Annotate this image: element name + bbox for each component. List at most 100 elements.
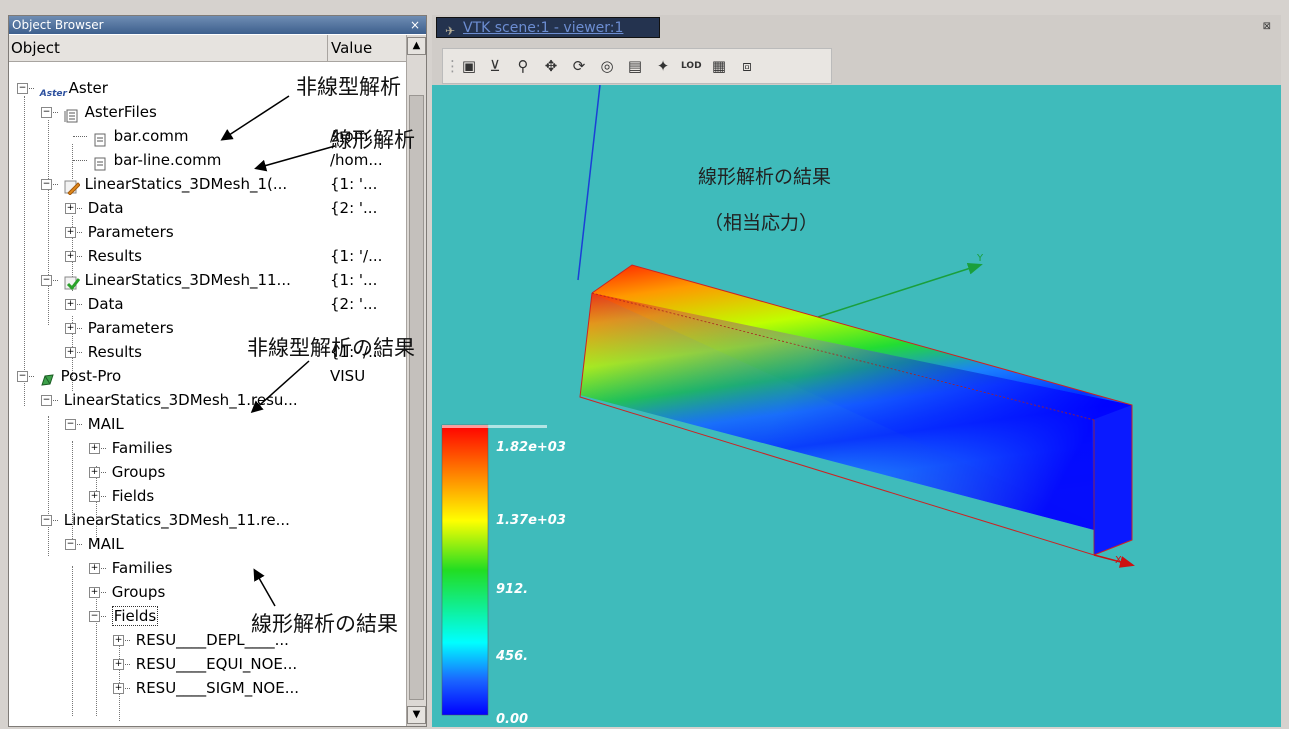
scalar-bar-title (442, 425, 547, 428)
graduated-axes-icon[interactable]: ▦ (711, 57, 727, 75)
fit-all-icon[interactable]: ▤ (627, 57, 643, 75)
object-browser-panel: Object Browser × Object Value − Aster As… (8, 15, 427, 727)
scrollbar-thumb[interactable] (409, 95, 424, 700)
global-pan-icon[interactable]: ◎ (600, 57, 614, 75)
column-header-value[interactable]: Value (331, 39, 373, 57)
tree-scrollbar[interactable]: ▲ ▼ (406, 35, 426, 726)
expand-icon[interactable]: + (89, 563, 100, 574)
maximize-icon[interactable]: ⊠ (1262, 21, 1271, 32)
column-separator[interactable] (327, 35, 328, 62)
tree-item-parameters[interactable]: + Parameters (65, 319, 174, 337)
collapse-icon[interactable]: − (17, 83, 28, 94)
vtk-viewer-panel: ✈ VTK scene:1 - viewer:1 ⊠ ⋮ ▣ ⊻ ⚲ ✥ ⟳ ◎… (432, 15, 1281, 727)
viewer-tab[interactable]: ✈ VTK scene:1 - viewer:1 (436, 17, 660, 38)
expand-icon[interactable]: + (89, 467, 100, 478)
tree-item-families[interactable]: + Families (89, 439, 173, 457)
collapse-icon[interactable]: − (65, 539, 76, 550)
collapse-icon[interactable]: − (65, 419, 76, 430)
expand-icon[interactable]: + (65, 203, 76, 214)
zoom-icon[interactable]: ⚲ (517, 57, 529, 75)
collapse-icon[interactable]: − (41, 395, 52, 406)
clipping-icon[interactable]: ⧈ (742, 57, 752, 75)
tree-item-mail[interactable]: − MAIL (65, 415, 124, 433)
trihedron-icon[interactable]: ⊻ (489, 57, 501, 75)
collapse-icon[interactable]: − (89, 611, 100, 622)
tree-item-results[interactable]: + Results (65, 343, 142, 361)
expand-icon[interactable]: + (113, 683, 124, 694)
tree-item-field-depl[interactable]: + RESU____DEPL____... (113, 631, 289, 649)
tree-item-fields[interactable]: + Fields (89, 487, 155, 505)
study-done-icon (64, 274, 80, 290)
tree-item-results[interactable]: + Results (65, 247, 142, 265)
expand-icon[interactable]: + (89, 443, 100, 454)
x-axis (1093, 554, 1135, 568)
tree-value: {1: '... (330, 175, 378, 193)
tree-value: VISU (330, 367, 366, 385)
collapse-icon[interactable]: − (41, 107, 52, 118)
toolbar-grip[interactable]: ⋮ (445, 57, 460, 75)
scalar-bar (441, 424, 489, 716)
beam-end-face (1092, 405, 1132, 555)
expand-icon[interactable]: + (89, 587, 100, 598)
tree-item-bar-comm[interactable]: bar.comm (73, 124, 188, 148)
tree-item-mail[interactable]: − MAIL (65, 535, 124, 553)
rotate-icon[interactable]: ⟳ (572, 57, 586, 75)
expand-icon[interactable]: + (65, 299, 76, 310)
expand-icon[interactable]: + (113, 659, 124, 670)
tree-item-asterfiles[interactable]: − AsterFiles (41, 103, 157, 122)
expand-icon[interactable]: + (65, 347, 76, 358)
x-axis-label: X (1115, 555, 1122, 566)
tree-value: {1: '/... (330, 343, 383, 361)
column-header-object[interactable]: Object (11, 39, 60, 57)
vtk-render-canvas[interactable]: X Y 1.82e+03 1.37e+03 912. 456. 0.00 線形解… (432, 85, 1281, 727)
reset-view-icon[interactable]: ✦ (656, 57, 670, 75)
tree-header: Object Value (9, 35, 408, 62)
tree-item-data[interactable]: + Data (65, 199, 124, 217)
tree-value: {2: '... (330, 295, 378, 313)
tree-value: /hom... (330, 127, 383, 145)
expand-icon[interactable]: + (65, 227, 76, 238)
tree-item-post-pro[interactable]: − Post-Pro (17, 367, 122, 386)
collapse-icon[interactable]: − (41, 179, 52, 190)
vtk-scene[interactable]: X Y (432, 85, 1281, 727)
expand-icon[interactable]: + (65, 323, 76, 334)
tree-item-bar-line-comm[interactable]: bar-line.comm (73, 148, 221, 172)
tree-value: {2: '... (330, 199, 378, 217)
tree-item-groups[interactable]: + Groups (89, 463, 166, 481)
scalar-bar-label: 1.82e+03 (496, 440, 566, 455)
tree-item-fields-selected[interactable]: − Fields (89, 606, 159, 626)
tree-item-families[interactable]: + Families (89, 559, 173, 577)
scalar-bar-label: 1.37e+03 (496, 513, 566, 528)
expand-icon[interactable]: + (89, 491, 100, 502)
tree-item-result-11[interactable]: − LinearStatics_3DMesh_11.re... (41, 511, 290, 529)
tree-item-study-11[interactable]: − LinearStatics_3DMesh_11... (41, 271, 291, 290)
pan-icon[interactable]: ✥ (544, 57, 558, 75)
scalar-bar-label: 912. (496, 582, 529, 597)
aster-logo-icon: Aster (39, 88, 67, 99)
collapse-icon[interactable]: − (41, 515, 52, 526)
collapse-icon[interactable]: − (41, 275, 52, 286)
tree-item-field-sigm[interactable]: + RESU____SIGM_NOE... (113, 679, 300, 697)
tree-item-groups[interactable]: + Groups (89, 583, 166, 601)
expand-icon[interactable]: + (65, 251, 76, 262)
close-icon[interactable]: × (409, 18, 420, 32)
z-axis (577, 85, 601, 281)
tree-item-result-1[interactable]: − LinearStatics_3DMesh_1.resu... (41, 391, 298, 409)
tree-item-data[interactable]: + Data (65, 295, 124, 313)
tree-value: {1: '/... (330, 247, 383, 265)
camera-dump-icon[interactable]: ▣ (461, 57, 477, 75)
viewer-tab-title: VTK scene:1 - viewer:1 (463, 20, 624, 36)
scalar-bar-label: 0.00 (496, 712, 529, 727)
lod-icon[interactable]: LOD (681, 61, 702, 71)
collapse-icon[interactable]: − (17, 371, 28, 382)
folder-list-icon (64, 106, 78, 122)
tree-item-aster[interactable]: − Aster Aster (17, 79, 108, 99)
scroll-down-icon[interactable]: ▼ (407, 706, 426, 724)
file-icon (93, 130, 107, 146)
annotation-nonlinear-result: 非線型解析の結果 (247, 336, 415, 360)
tree-item-parameters[interactable]: + Parameters (65, 223, 174, 241)
tree-item-study-1[interactable]: − LinearStatics_3DMesh_1(... (41, 175, 288, 196)
scroll-up-icon[interactable]: ▲ (407, 37, 426, 55)
expand-icon[interactable]: + (113, 635, 124, 646)
tree-item-field-equi[interactable]: + RESU____EQUI_NOE... (113, 655, 298, 673)
